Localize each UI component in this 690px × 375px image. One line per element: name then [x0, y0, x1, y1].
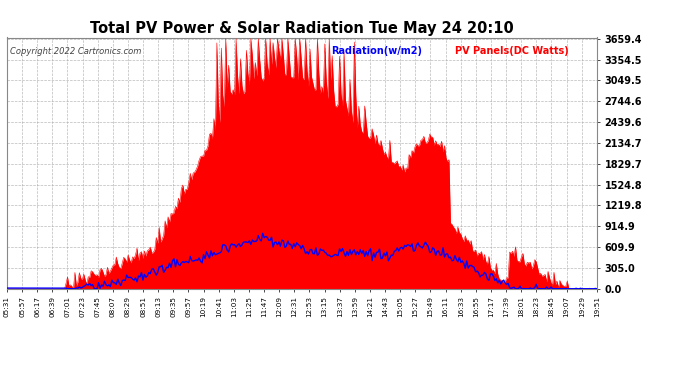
Text: PV Panels(DC Watts): PV Panels(DC Watts): [455, 46, 569, 56]
Title: Total PV Power & Solar Radiation Tue May 24 20:10: Total PV Power & Solar Radiation Tue May…: [90, 21, 514, 36]
Text: Radiation(w/m2): Radiation(w/m2): [331, 46, 422, 56]
Text: Copyright 2022 Cartronics.com: Copyright 2022 Cartronics.com: [10, 47, 141, 56]
